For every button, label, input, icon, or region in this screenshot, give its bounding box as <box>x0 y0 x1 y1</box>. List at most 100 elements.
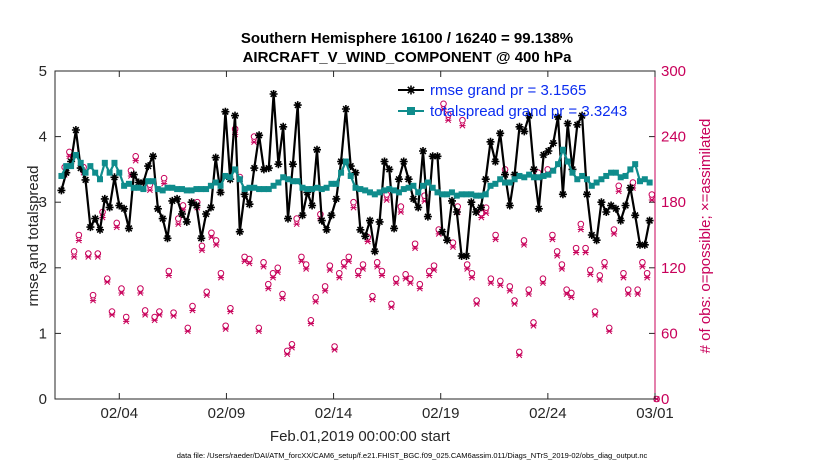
spread-point <box>357 186 364 193</box>
possible-obs-point <box>198 242 206 250</box>
spread-point <box>608 169 615 176</box>
assimilated-obs-point <box>312 298 319 305</box>
spread-point <box>207 182 214 189</box>
spread-point <box>222 172 229 179</box>
spread-point <box>362 187 369 194</box>
spread-point <box>285 176 292 183</box>
spread-point <box>637 178 643 185</box>
possible-obs-point <box>340 259 348 266</box>
y-right-tick-label: 300 <box>661 63 686 80</box>
spread-point <box>328 180 335 187</box>
x-tick-label: 02/04 <box>101 405 139 422</box>
rmse-point <box>202 210 211 218</box>
assimilated-obs-point <box>203 292 210 299</box>
spread-point <box>535 174 542 181</box>
spread-point <box>121 182 128 189</box>
x-axis-label: Feb.01,2019 00:00:00 start <box>270 428 451 445</box>
assimilated-obs-point <box>321 287 329 294</box>
assimilated-obs-point <box>606 328 613 335</box>
rmse-point <box>505 201 514 210</box>
rmse-point <box>115 201 124 210</box>
possible-obs-point <box>189 302 196 310</box>
possible-obs-point <box>113 219 121 227</box>
spread-point <box>391 187 398 194</box>
rmse-point <box>327 211 336 220</box>
rmse-point <box>62 168 71 177</box>
spread-point <box>101 159 108 166</box>
possible-obs-point <box>118 285 125 292</box>
spread-point <box>145 178 152 185</box>
spread-point <box>420 182 427 189</box>
possible-obs-point <box>293 215 300 222</box>
spread-point <box>333 180 340 187</box>
possible-obs-point <box>321 283 329 290</box>
assimilated-obs-point <box>620 274 627 281</box>
spread-point <box>178 186 185 193</box>
spread-point <box>381 187 388 194</box>
rmse-point <box>173 194 182 203</box>
rmse-point <box>308 201 317 210</box>
possible-obs-point <box>463 261 471 268</box>
spread-point <box>82 169 89 176</box>
spread-point <box>473 192 480 199</box>
rmse-point <box>399 157 408 166</box>
chart-subtitle: AIRCRAFT_V_WIND_COMPONENT @ 400 hPa <box>243 49 573 66</box>
spread-point <box>323 184 330 191</box>
rmse-point <box>255 131 264 140</box>
spread-point <box>579 172 586 179</box>
spread-point <box>429 184 436 191</box>
possible-obs-point <box>397 203 405 210</box>
rmse-point <box>134 178 143 187</box>
rmse-point <box>428 152 437 161</box>
spread-point <box>68 163 75 170</box>
spread-point <box>371 191 378 198</box>
spread-point <box>159 187 166 194</box>
rmse-point <box>216 188 225 197</box>
rmse-point <box>636 240 644 249</box>
spread-point <box>352 184 359 191</box>
assimilated-obs-point <box>123 318 130 325</box>
rmse-point <box>491 157 500 166</box>
rmse-point <box>394 175 403 184</box>
spread-point <box>256 186 263 193</box>
spread-point <box>458 191 465 198</box>
assimilated-obs-point <box>492 236 499 243</box>
rmse-point <box>356 225 365 234</box>
assimilated-obs-point <box>246 260 253 267</box>
assimilated-obs-point <box>94 253 101 260</box>
rmse-point <box>592 236 601 245</box>
possible-obs-point <box>260 259 267 266</box>
spread-point <box>111 159 118 166</box>
spread-point <box>453 192 460 199</box>
spread-point <box>506 179 513 186</box>
possible-obs-point <box>392 275 400 283</box>
rmse-point <box>284 214 292 223</box>
spread-point <box>188 187 195 194</box>
rmse-point <box>231 111 239 120</box>
assimilated-obs-point <box>497 282 504 289</box>
assimilated-obs-point <box>464 265 471 272</box>
assimilated-obs-point <box>483 210 490 217</box>
rmse-point <box>390 224 399 233</box>
assimilated-obs-point <box>516 352 523 359</box>
rmse-point <box>404 175 413 184</box>
assimilated-obs-point <box>132 157 139 164</box>
assimilated-obs-point <box>426 272 433 279</box>
rmse-point <box>110 173 119 182</box>
possible-obs-point <box>298 253 305 261</box>
possible-obs-point <box>269 269 277 277</box>
assimilated-obs-point <box>359 265 367 272</box>
assimilated-obs-point <box>582 249 589 256</box>
assimilated-obs-point <box>307 320 315 327</box>
assimilated-obs-point <box>625 291 632 297</box>
assimilated-obs-point <box>142 311 149 318</box>
rmse-point <box>525 111 534 120</box>
assimilated-obs-point <box>572 249 580 256</box>
possible-obs-point <box>563 286 570 293</box>
rmse-point <box>640 240 649 249</box>
assimilated-obs-point <box>596 276 603 283</box>
rmse-point <box>597 198 606 207</box>
spread-point <box>588 182 595 189</box>
spread-point <box>583 176 590 183</box>
rmse-point <box>578 111 587 120</box>
